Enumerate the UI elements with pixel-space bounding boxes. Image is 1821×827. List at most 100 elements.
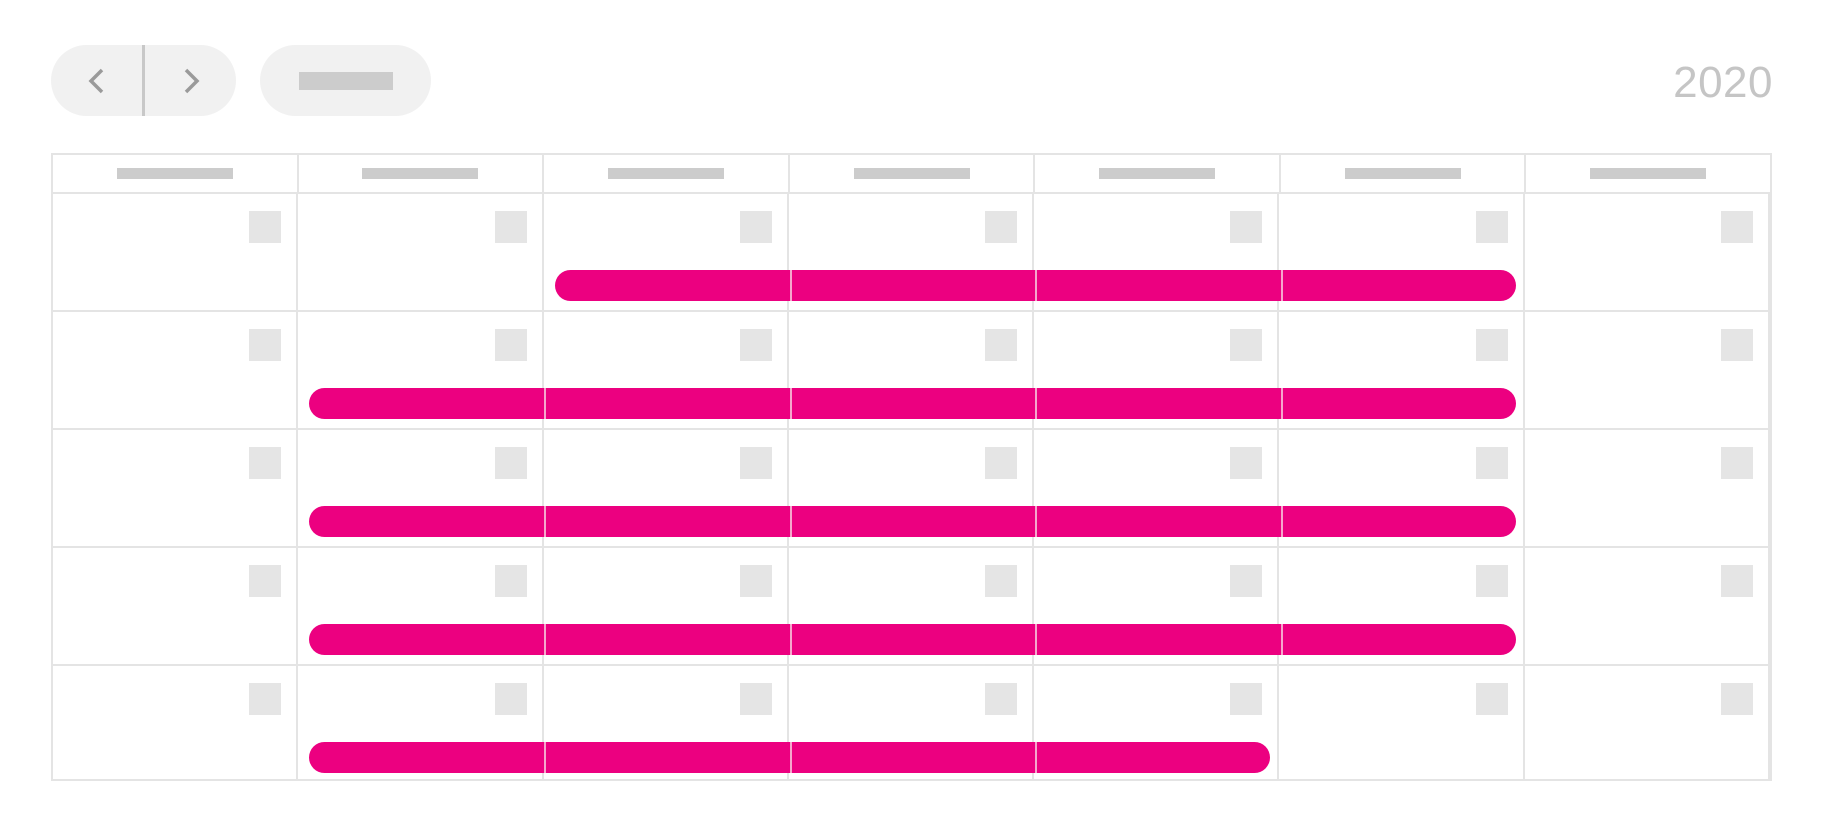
day-cell[interactable] <box>544 430 789 546</box>
event-bar[interactable] <box>308 624 1517 655</box>
day-cell[interactable] <box>1279 312 1525 428</box>
day-number-placeholder <box>249 211 282 243</box>
weekday-label-placeholder <box>607 168 724 179</box>
day-cell[interactable] <box>53 312 299 428</box>
day-cell[interactable] <box>53 548 299 664</box>
day-number-placeholder <box>494 329 527 361</box>
day-cell[interactable] <box>789 194 1035 310</box>
day-number-placeholder <box>739 447 772 479</box>
weekday-label-placeholder <box>853 168 970 179</box>
day-cell[interactable] <box>544 548 789 664</box>
event-bar-day-divider <box>1281 624 1284 655</box>
next-month-button[interactable] <box>145 45 236 116</box>
day-cell[interactable] <box>1525 312 1770 428</box>
event-bar-day-divider <box>789 388 792 419</box>
day-cell[interactable] <box>298 194 544 310</box>
day-number-placeholder <box>1475 329 1508 361</box>
event-bar[interactable] <box>308 742 1271 773</box>
day-number-placeholder <box>494 683 527 715</box>
day-cell[interactable] <box>1034 430 1280 546</box>
day-cell[interactable] <box>1525 194 1770 310</box>
day-cell[interactable] <box>544 194 789 310</box>
day-cell[interactable] <box>1279 548 1525 664</box>
day-number-placeholder <box>1475 683 1508 715</box>
day-number-placeholder <box>249 565 282 597</box>
today-button[interactable] <box>260 45 431 116</box>
day-cell[interactable] <box>1034 666 1280 781</box>
day-cell[interactable] <box>1525 430 1770 546</box>
day-number-placeholder <box>1475 447 1508 479</box>
day-cell[interactable] <box>1279 430 1525 546</box>
day-cell[interactable] <box>298 548 544 664</box>
month-nav-group <box>51 45 236 116</box>
week-row <box>53 548 1770 666</box>
day-number-placeholder <box>1720 683 1753 715</box>
day-cell[interactable] <box>53 194 299 310</box>
weekday-label-placeholder <box>1590 168 1707 179</box>
day-cell[interactable] <box>789 548 1035 664</box>
event-bar-day-divider <box>789 742 792 773</box>
event-bar[interactable] <box>554 270 1517 301</box>
day-cell[interactable] <box>53 666 299 781</box>
event-bar-day-divider <box>789 506 792 537</box>
day-cell[interactable] <box>1279 194 1525 310</box>
event-bar-day-divider <box>1281 388 1284 419</box>
day-number-placeholder <box>494 565 527 597</box>
chevron-left-icon <box>88 68 103 93</box>
day-cell[interactable] <box>1525 666 1770 781</box>
day-number-placeholder <box>985 683 1018 715</box>
day-cell[interactable] <box>789 666 1035 781</box>
day-number-placeholder <box>739 565 772 597</box>
event-bar-day-divider <box>1035 506 1038 537</box>
day-cell[interactable] <box>789 312 1035 428</box>
day-number-placeholder <box>494 211 527 243</box>
chevron-right-icon <box>184 68 199 93</box>
day-cell[interactable] <box>298 430 544 546</box>
calendar-toolbar <box>51 45 431 116</box>
day-cell[interactable] <box>53 430 299 546</box>
day-cell[interactable] <box>1034 548 1280 664</box>
weekday-label-placeholder <box>116 168 233 179</box>
day-cell[interactable] <box>789 430 1035 546</box>
day-number-placeholder <box>1475 211 1508 243</box>
day-cell[interactable] <box>298 666 544 781</box>
event-bar-day-divider <box>789 624 792 655</box>
weekday-label-placeholder <box>1344 168 1461 179</box>
day-cell[interactable] <box>1034 312 1280 428</box>
day-number-placeholder <box>739 683 772 715</box>
day-cell[interactable] <box>544 666 789 781</box>
day-number-placeholder <box>1230 447 1263 479</box>
day-cell[interactable] <box>298 312 544 428</box>
day-number-placeholder <box>739 211 772 243</box>
week-row <box>53 194 1770 312</box>
day-number-placeholder <box>1230 329 1263 361</box>
day-cell[interactable] <box>1034 194 1280 310</box>
day-number-placeholder <box>1720 211 1753 243</box>
day-cell[interactable] <box>544 312 789 428</box>
event-bar-day-divider <box>1035 742 1038 773</box>
weekday-header-cell <box>1281 155 1527 192</box>
month-calendar-grid <box>51 153 1772 781</box>
event-bar-day-divider <box>1035 388 1038 419</box>
day-number-placeholder <box>985 565 1018 597</box>
day-number-placeholder <box>985 329 1018 361</box>
prev-month-button[interactable] <box>51 45 142 116</box>
day-cell[interactable] <box>1525 548 1770 664</box>
event-bar-day-divider <box>543 742 546 773</box>
day-cell[interactable] <box>1279 666 1525 781</box>
weekday-header-cell <box>1035 155 1281 192</box>
event-bar[interactable] <box>308 388 1517 419</box>
day-number-placeholder <box>494 447 527 479</box>
week-row <box>53 666 1770 781</box>
event-bar-day-divider <box>1281 270 1284 301</box>
year-label: 2020 <box>1673 58 1773 107</box>
today-label-placeholder <box>298 71 393 90</box>
event-bar-day-divider <box>543 624 546 655</box>
day-number-placeholder <box>1720 447 1753 479</box>
event-bar-day-divider <box>543 506 546 537</box>
event-bar-day-divider <box>543 388 546 419</box>
event-bar[interactable] <box>308 506 1517 537</box>
day-number-placeholder <box>249 329 282 361</box>
week-row <box>53 312 1770 430</box>
day-number-placeholder <box>1475 565 1508 597</box>
